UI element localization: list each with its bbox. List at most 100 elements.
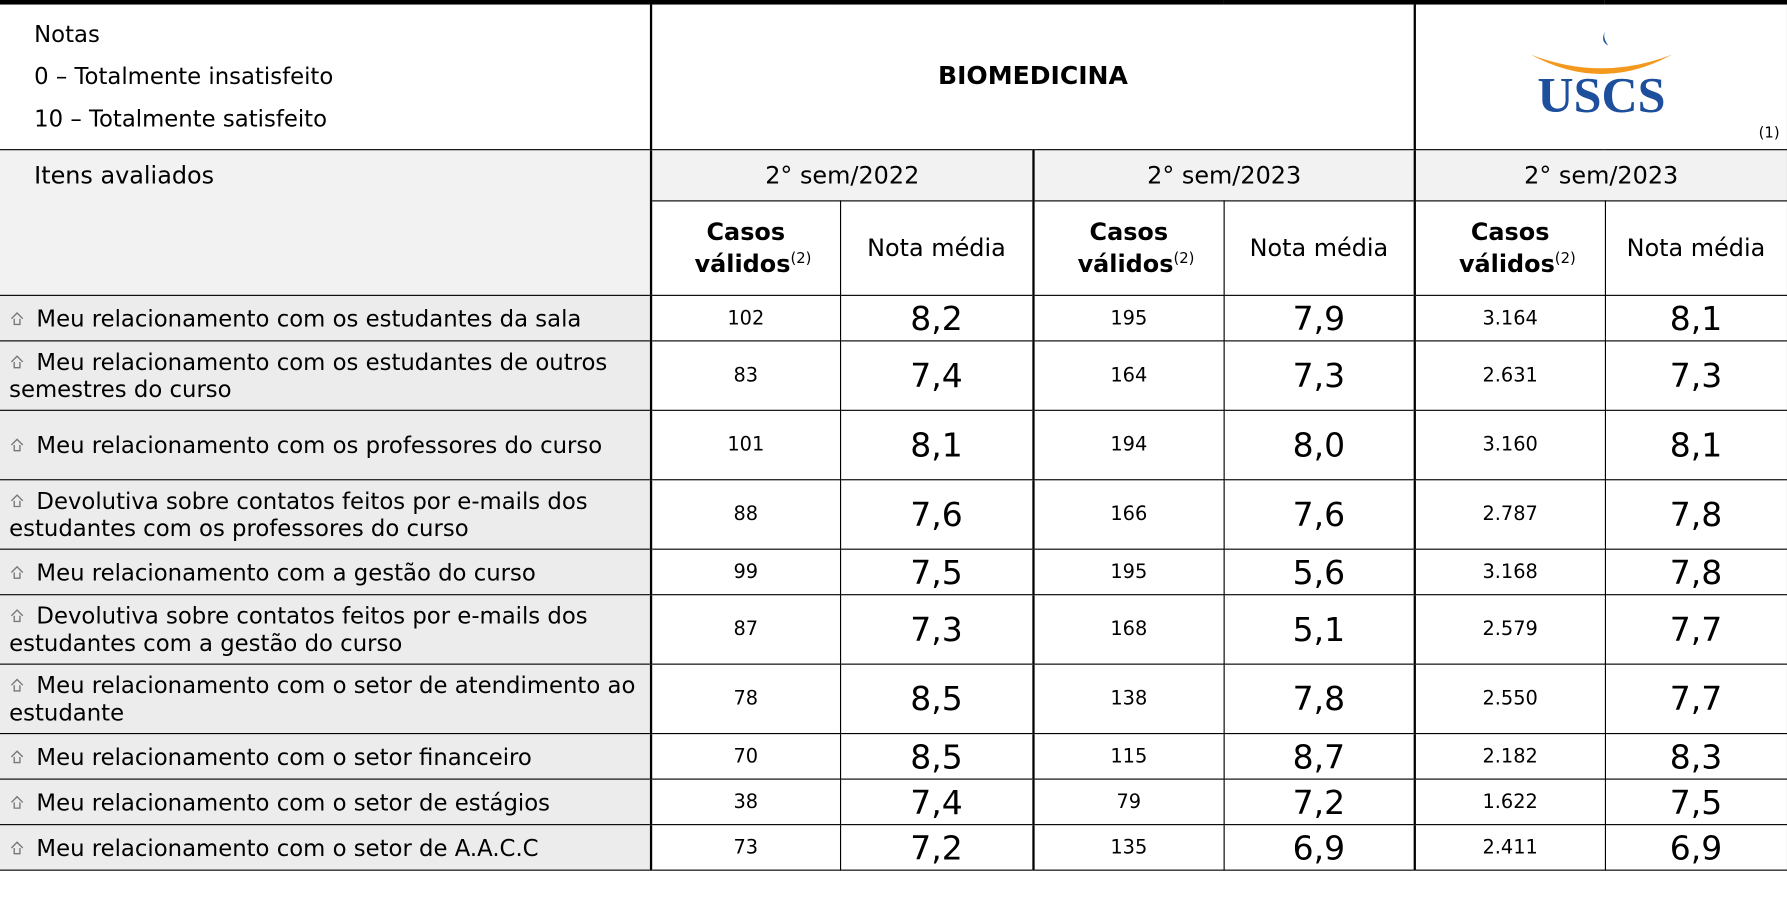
logo-graphic: USCS [1530, 29, 1672, 123]
nota-media: 7,2 [839, 824, 1035, 871]
nota-media: 7,8 [1604, 479, 1787, 550]
bullet-shape [10, 355, 24, 369]
item: Meu relacionamento com os professores do… [0, 409, 652, 481]
nota-media: 8,1 [839, 409, 1035, 481]
logo-arc [1530, 54, 1672, 74]
note-line: 0 – Totalmente insatisfeito [34, 62, 334, 90]
data-row: Devolutiva sobre contatos feitos por e-m… [0, 479, 1787, 550]
nota-media: 7,8 [1604, 548, 1787, 596]
bullet-icon [10, 438, 24, 452]
item: Meu relacionamento com os estudantes de … [0, 340, 652, 411]
nota-media: 7,7 [1604, 594, 1787, 665]
bullet-icon [10, 749, 24, 763]
logo-drop [1602, 29, 1609, 46]
satisfaction-table: Notas 0 – Totalmente insatisfeito 10 – Tot… [0, 0, 1787, 871]
casos-validos: 2.787 [1413, 479, 1606, 550]
item: Meu relacionamento com os estudantes da … [0, 294, 652, 342]
nota-media: 8,1 [1604, 409, 1787, 481]
casos-validos: 195 [1032, 548, 1225, 596]
nota-media: 6,9 [1604, 824, 1787, 871]
period: 2° sem/2023 [1032, 149, 1416, 202]
item: Meu relacionamento com o setor de A.A.C.… [0, 824, 652, 871]
nota-media: 6,9 [1222, 824, 1416, 871]
header-row: Notas 0 – Totalmente insatisfeito 10 – Tot… [0, 1, 1787, 151]
bullet-icon [10, 840, 24, 854]
note: (2) [1173, 249, 1195, 267]
bullet-shape [10, 749, 24, 763]
nota-media: 7,8 [1222, 663, 1416, 735]
casos-validos: 138 [1032, 663, 1225, 735]
casos-validos: 166 [1032, 479, 1225, 550]
item: Devolutiva sobre contatos feitos por e-m… [0, 594, 652, 665]
period: 2° sem/2022 [649, 149, 1035, 202]
casos-label: Casos válidos(2) [694, 217, 812, 278]
casos-validos: 3.168 [1413, 548, 1606, 596]
casos-validos: 2.631 [1413, 340, 1606, 411]
casos-validos: 101 [649, 409, 841, 481]
col-header: Casos válidos(2) [1032, 200, 1225, 296]
period-row: Itens avaliados 2° sem/2022 2° sem/2023 2° … [0, 149, 1787, 296]
data-row: Devolutiva sobre contatos feitos por e-m… [0, 594, 1787, 665]
casos-validos: 88 [649, 479, 841, 550]
logo-text: USCS [1537, 67, 1665, 123]
note-line: 10 – Totalmente satisfeito [34, 104, 328, 133]
col-header: Casos válidos(2) [649, 200, 841, 296]
col-header: Nota média [1604, 200, 1787, 296]
nota-media: 7,3 [839, 594, 1035, 665]
casos-validos: 3.164 [1413, 294, 1606, 342]
data-row: Meu relacionamento com os professores do… [0, 409, 1787, 481]
casos-validos: 2.411 [1413, 824, 1606, 871]
item: Devolutiva sobre contatos feitos por e-m… [0, 479, 652, 550]
bullet-icon [10, 609, 24, 623]
nota-media: 7,6 [1222, 479, 1416, 550]
note-line: Notas [34, 20, 100, 48]
item: Meu relacionamento com o setor financeir… [0, 733, 652, 780]
bullet-icon [10, 355, 24, 369]
period: 2° sem/2023 [1413, 149, 1787, 202]
casos-validos: 2.550 [1413, 663, 1606, 735]
item-text: Meu relacionamento com os estudantes da … [36, 304, 582, 332]
casos-validos: 194 [1032, 409, 1225, 481]
data-row: Meu relacionamento com a gestão do curso… [0, 548, 1787, 596]
note: (2) [1554, 249, 1576, 267]
label: Casos válidos [1458, 217, 1555, 278]
row-header: Itens avaliados [0, 149, 652, 296]
note: (2) [790, 249, 812, 267]
casos-validos: 2.182 [1413, 733, 1606, 780]
notes: Notas 0 – Totalmente insatisfeito 10 – Tot… [0, 1, 652, 151]
title: BIOMEDICINA [649, 1, 1416, 151]
casos-validos: 78 [649, 663, 841, 735]
nota-media: 7,9 [1222, 294, 1416, 342]
item-text: Devolutiva sobre contatos feitos por e-m… [9, 487, 588, 542]
casos-validos: 115 [1032, 733, 1225, 780]
nota-media: 5,6 [1222, 548, 1416, 596]
data-row: Meu relacionamento com os estudantes da … [0, 294, 1787, 342]
casos-validos: 38 [649, 778, 841, 826]
nota-media: 7,5 [1604, 778, 1787, 826]
casos-validos: 99 [649, 548, 841, 596]
nota-media: 7,4 [839, 340, 1035, 411]
nota-media: 7,5 [839, 548, 1035, 596]
casos-validos: 135 [1032, 824, 1225, 871]
casos-validos: 195 [1032, 294, 1225, 342]
casos-validos: 164 [1032, 340, 1225, 411]
label: Casos válidos [1077, 217, 1174, 278]
bullet-shape [10, 438, 24, 452]
bullet-icon [10, 311, 24, 325]
col-header: Nota média [839, 200, 1035, 296]
col-header: Casos válidos(2) [1413, 200, 1606, 296]
bullet-icon [10, 565, 24, 579]
item-text: Meu relacionamento com o setor financeir… [36, 742, 532, 770]
item-text: Meu relacionamento com o setor de atendi… [9, 671, 636, 727]
label: Casos válidos [694, 217, 791, 278]
casos-validos: 87 [649, 594, 841, 665]
nota-media: 7,7 [1604, 663, 1787, 735]
nota-media: 7,2 [1222, 778, 1416, 826]
bullet-shape [10, 311, 24, 325]
nota-media: 8,1 [1604, 294, 1787, 342]
nota-media: 8,2 [839, 294, 1035, 342]
nota-media: 8,5 [839, 733, 1035, 780]
nota-media: 5,1 [1222, 594, 1416, 665]
bullet-shape [10, 494, 24, 508]
